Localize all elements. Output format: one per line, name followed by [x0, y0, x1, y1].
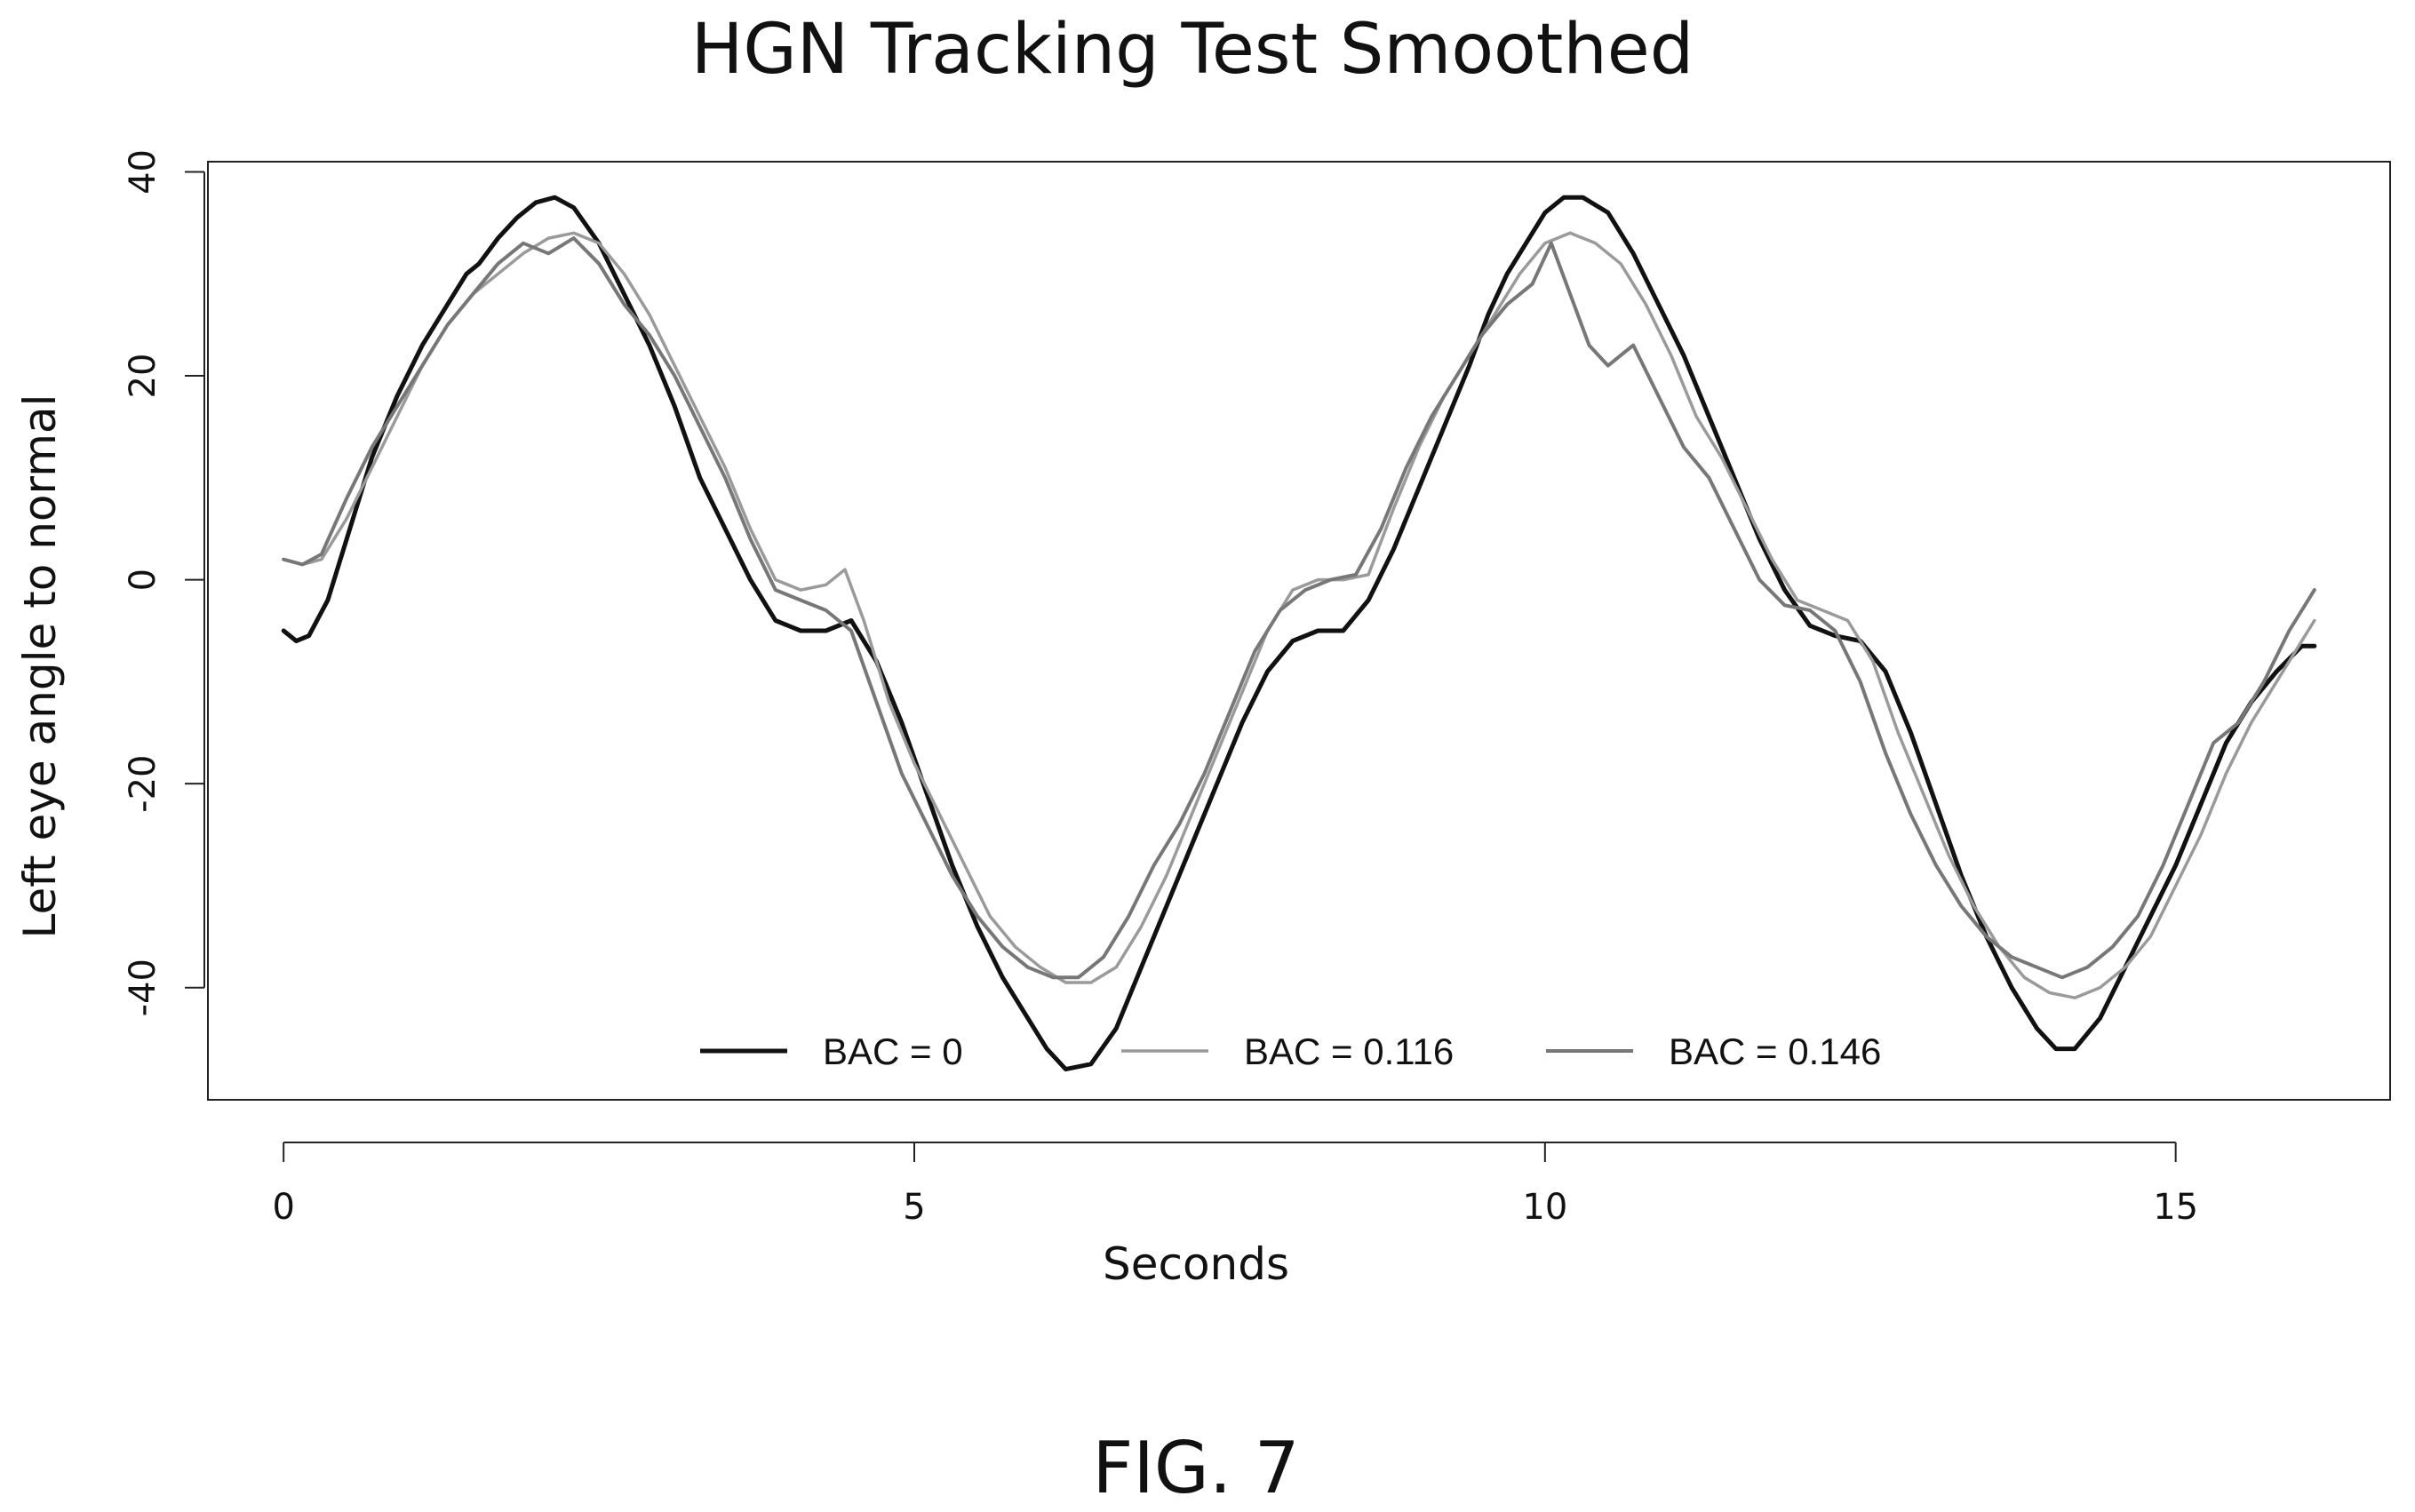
- legend-label-3: BAC = 0.146: [1669, 1031, 1881, 1072]
- y-tick-label: 20: [123, 354, 163, 399]
- legend-label-2: BAC = 0.116: [1244, 1031, 1454, 1072]
- figure-caption: FIG. 7: [1092, 1427, 1299, 1509]
- x-axis: 0 5 10 15: [272, 1142, 2198, 1228]
- series-layer: [281, 195, 2317, 1072]
- series-line-3: [282, 236, 2316, 980]
- x-tick-label: 5: [903, 1187, 925, 1228]
- y-tick-label: 0: [123, 569, 163, 591]
- chart-title: HGN Tracking Test Smoothed: [691, 10, 1694, 90]
- y-tick-label: -40: [123, 959, 163, 1016]
- plot-frame: [207, 161, 2391, 1101]
- y-tick-label: -20: [123, 755, 163, 813]
- series-line-2: [282, 231, 2316, 999]
- x-tick-label: 10: [1522, 1187, 1567, 1228]
- y-axis-title: Left eye angle to normal: [14, 394, 66, 939]
- legend: BAC = 0 BAC = 0.116 BAC = 0.146: [700, 1031, 1881, 1072]
- legend-label-1: BAC = 0: [823, 1031, 963, 1072]
- y-axis: -40 -20 0 20 40: [123, 149, 205, 1016]
- x-tick-label: 0: [272, 1187, 294, 1228]
- x-axis-title: Seconds: [1103, 1238, 1289, 1290]
- series-line-1: [281, 195, 2317, 1072]
- x-tick-label: 15: [2153, 1187, 2198, 1228]
- y-tick-label: 40: [123, 149, 163, 195]
